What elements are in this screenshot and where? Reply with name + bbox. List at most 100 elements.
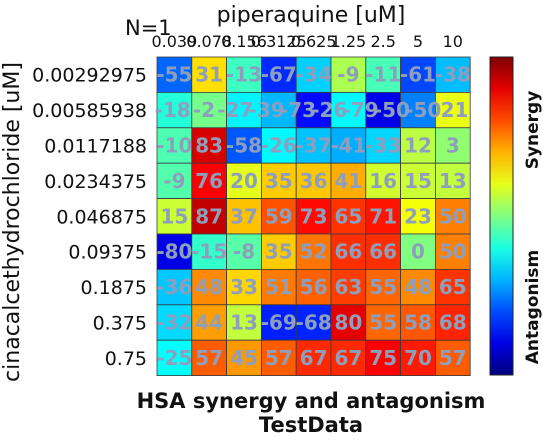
heatmap-cell <box>330 92 367 129</box>
heatmap-cell-label: 66 <box>334 240 362 264</box>
heatmap-cell <box>191 198 228 235</box>
y-tick-label: 0.00585938 <box>32 100 147 122</box>
chart-title-line-2: TestData <box>259 413 363 437</box>
heatmap-cell-label: 80 <box>334 311 362 335</box>
heatmap-cell-label: 0 <box>411 240 425 264</box>
heatmap-cell-label: 63 <box>334 275 362 299</box>
x-tick-label: 0.039 <box>151 32 197 51</box>
heatmap-cells <box>156 56 471 377</box>
heatmap-cell <box>191 339 228 377</box>
heatmap-cell <box>191 56 228 93</box>
heatmap-cell-label: -27 <box>217 98 253 122</box>
y-axis-title: cinacalcethydrochloride [uM] <box>0 62 25 382</box>
heatmap-cell-label: -36 <box>156 275 192 299</box>
heatmap-cell-label: -26 <box>311 98 347 122</box>
heatmap-cell-label: -80 <box>156 240 192 264</box>
x-tick-label: 10 <box>443 32 463 51</box>
heatmap-cell-label: -39 <box>249 98 285 122</box>
y-tick-label: 0.0117188 <box>44 136 147 158</box>
heatmap-cell-label: 58 <box>404 311 432 335</box>
heatmap-cell <box>295 268 332 306</box>
y-tick-label: 0.75 <box>105 348 147 370</box>
heatmap-cell-label: 13 <box>230 311 258 335</box>
x-axis-title: piperaquine [uM] <box>217 3 406 28</box>
heatmap-cell <box>400 162 436 199</box>
x-tick-label: 0.078 <box>186 32 232 51</box>
heatmap-cell-label: 44 <box>195 311 223 335</box>
heatmap-cell-label: -61 <box>400 63 436 87</box>
heatmap-cell-label: 57 <box>195 346 223 370</box>
heatmap-cell-label: -34 <box>296 63 332 87</box>
y-tick-label: 0.046875 <box>56 206 147 228</box>
heatmap-cell <box>295 339 332 377</box>
heatmap-cell <box>156 339 193 377</box>
heatmap-cell <box>191 304 228 341</box>
heatmap-cell <box>260 127 297 164</box>
heatmap-cell <box>434 127 471 164</box>
heatmap-cell-label: 23 <box>404 204 432 228</box>
heatmap-cell-label: -26 <box>261 134 297 158</box>
heatmap-cell-label: -67 <box>261 63 297 87</box>
heatmap-cell-label: 65 <box>334 204 362 228</box>
heatmap-cell-label: -32 <box>156 311 192 335</box>
chart-title-line-1: HSA synergy and antagonism <box>137 389 486 413</box>
y-tick-label: 0.1875 <box>81 277 147 299</box>
heatmap-cell <box>260 339 297 377</box>
heatmap-cell <box>156 56 193 93</box>
heatmap-cell <box>156 233 193 270</box>
heatmap-cell-label: -55 <box>156 63 192 87</box>
heatmap-cell-label: -50 <box>405 98 441 122</box>
heatmap-cell-label: 68 <box>439 311 467 335</box>
heatmap-cell-label: -15 <box>191 240 227 264</box>
heatmap-cell-label: 36 <box>300 169 328 193</box>
heatmap-cell <box>226 56 262 93</box>
sample-count-label: N=1 <box>125 16 172 40</box>
heatmap-cell-label: 57 <box>439 346 467 370</box>
heatmap-cell <box>156 92 193 129</box>
heatmap-cell <box>295 56 332 93</box>
heatmap-cell-label: 15 <box>404 169 432 193</box>
heatmap-cell-label: 70 <box>404 346 432 370</box>
heatmap-cell-label: 48 <box>404 275 432 299</box>
heatmap-cell-label: -2 <box>193 98 215 122</box>
heatmap-cell-labels: -55 31 -13-67-34 -9 -11-61-38-18 -2 -27-39-73-… <box>155 63 471 370</box>
heatmap-cell-label: 83 <box>195 134 223 158</box>
heatmap-cell-label: -38 <box>435 63 471 87</box>
heatmap-cell <box>434 268 471 306</box>
heatmap-cell-label: 59 <box>265 204 293 228</box>
colorbar-bottom-label: Antagonism <box>523 250 543 364</box>
heatmap-cell-label: 67 <box>300 346 328 370</box>
heatmap-cell <box>191 127 228 164</box>
heatmap-cell-label: 71 <box>369 204 397 228</box>
heatmap-cell-label: -73 <box>280 98 316 122</box>
heatmap-cell-label: 33 <box>230 275 258 299</box>
x-tick-label: 2.5 <box>370 32 395 51</box>
y-tick-label: 0.0234375 <box>44 171 147 193</box>
heatmap-cell <box>365 268 401 306</box>
heatmap-cell <box>400 339 436 377</box>
heatmap-cell-label: -13 <box>226 63 262 87</box>
heatmap-cell-label: -41 <box>330 134 366 158</box>
heatmap-cell-label: 55 <box>369 275 397 299</box>
heatmap-cell <box>434 198 471 235</box>
heatmap-cell <box>260 198 297 235</box>
heatmap-cell-label: -11 <box>365 63 401 87</box>
heatmap-cell-label: -79 <box>343 98 379 122</box>
y-tick-label: 0.09375 <box>68 242 147 264</box>
heatmap-cell <box>295 304 332 341</box>
heatmap-cell-label: 41 <box>334 169 362 193</box>
heatmap-cell-label: 21 <box>441 98 469 122</box>
heatmap-cell <box>434 233 471 270</box>
heatmap-cell <box>260 56 297 93</box>
heatmap-cell <box>330 304 367 341</box>
heatmap-cell-label: -68 <box>296 311 332 335</box>
colorbar-top-label: Synergy <box>523 91 543 170</box>
heatmap-cell-label: 75 <box>369 346 397 370</box>
heatmap-cell-label: -9 <box>337 63 359 87</box>
heatmap-cell-label: -58 <box>226 134 262 158</box>
heatmap-cell <box>434 162 471 199</box>
y-tick-labels: 0.00292975 0.00585938 0.0117188 0.0234375 0.… <box>32 65 147 370</box>
heatmap-cell-label: -9 <box>163 169 185 193</box>
